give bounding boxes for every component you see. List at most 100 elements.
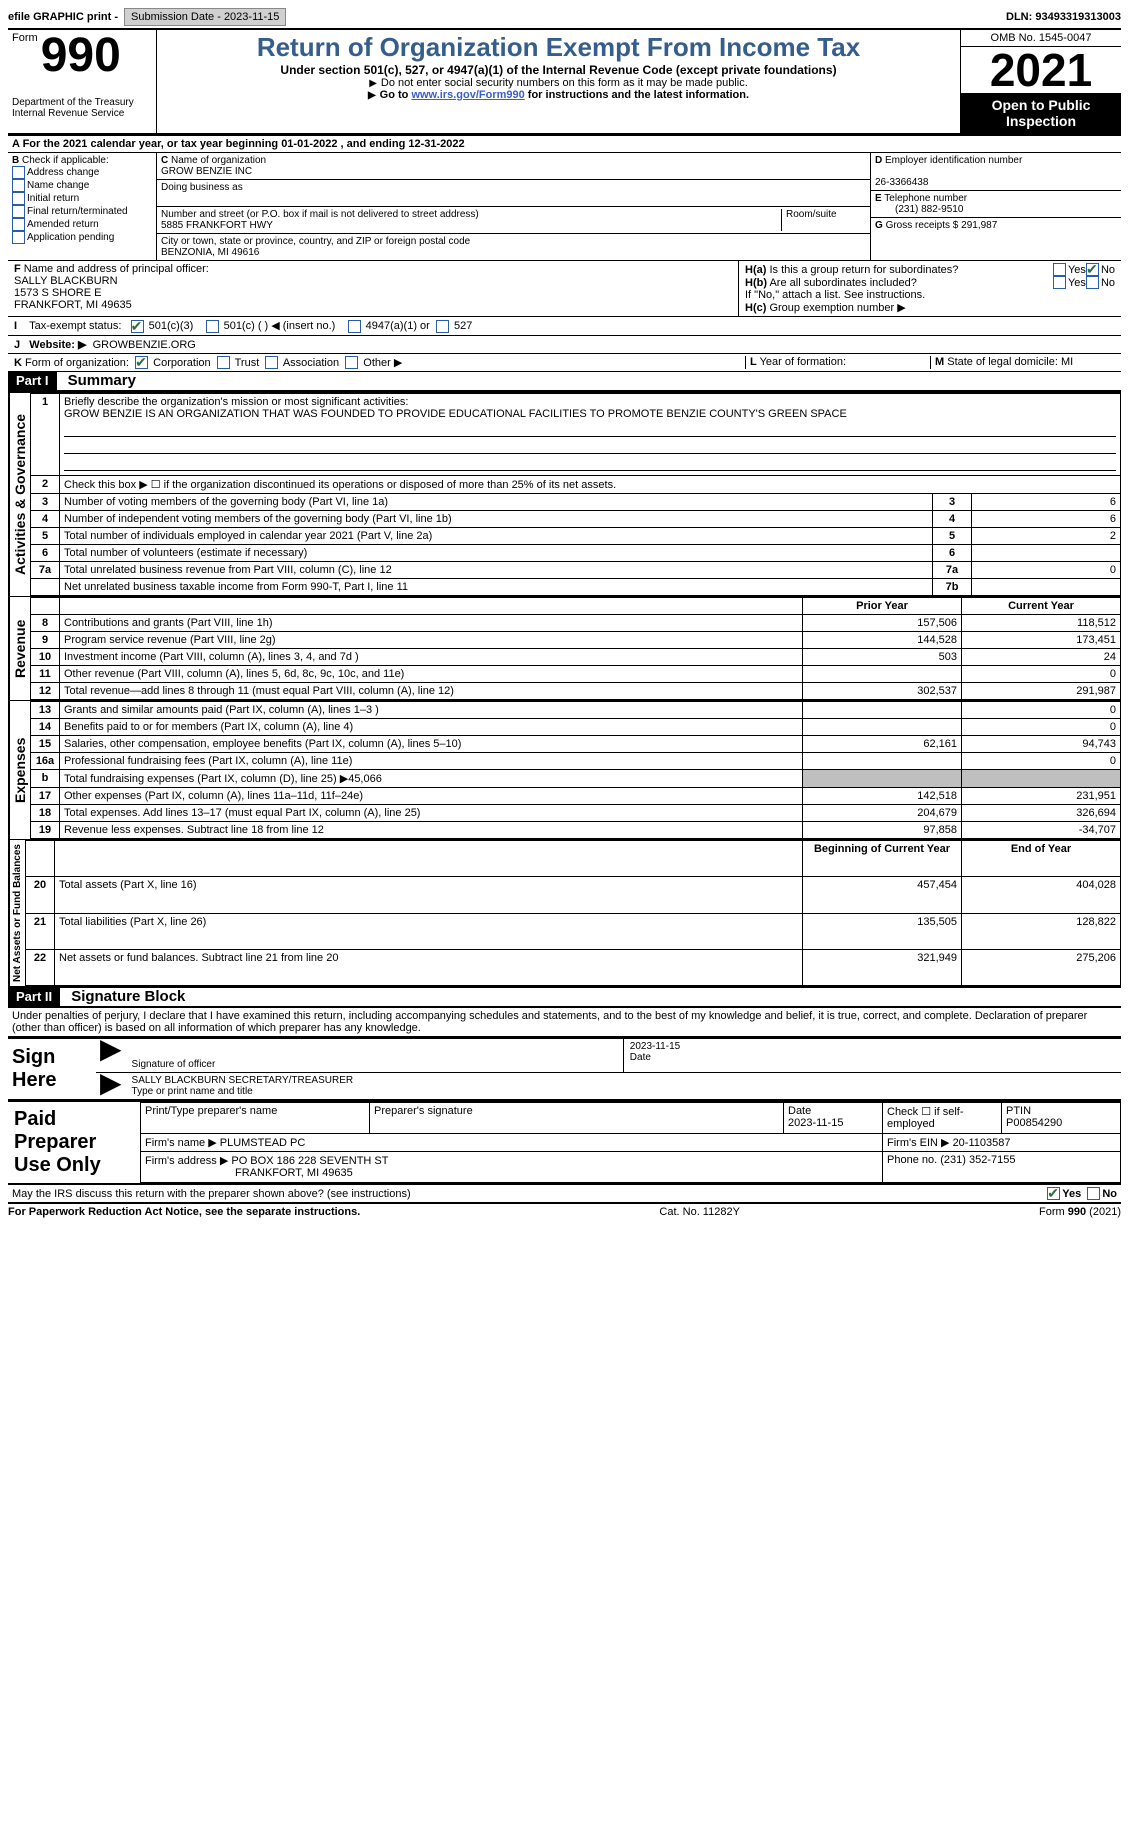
line13-current: 0 [962, 702, 1121, 719]
cb-ha-yes[interactable] [1053, 263, 1066, 276]
phone-label: Telephone number [884, 193, 967, 204]
ha-label: Is this a group return for subordinates? [769, 264, 958, 276]
cb-527[interactable] [436, 320, 449, 333]
opt-name-change: Name change [27, 180, 89, 191]
line20-text: Total assets (Part X, line 16) [55, 877, 803, 913]
line14-text: Benefits paid to or for members (Part IX… [60, 719, 803, 736]
line9-text: Program service revenue (Part VIII, line… [60, 632, 803, 649]
prep-name-label: Print/Type preparer's name [141, 1103, 370, 1134]
cb-ha-no[interactable] [1086, 263, 1099, 276]
line11-current: 0 [962, 666, 1121, 683]
line8-current: 118,512 [962, 615, 1121, 632]
side-expenses: Expenses [8, 701, 30, 839]
cb-501c3[interactable] [131, 320, 144, 333]
box-klm: K Form of organization: Corporation Trus… [8, 354, 1121, 373]
line13-prior [803, 702, 962, 719]
col-end: End of Year [962, 841, 1121, 877]
line22-text: Net assets or fund balances. Subtract li… [55, 949, 803, 985]
line7b-text: Net unrelated business taxable income fr… [60, 579, 933, 596]
footer-row: For Paperwork Reduction Act Notice, see … [8, 1204, 1121, 1218]
line7a-text: Total unrelated business revenue from Pa… [60, 562, 933, 579]
line14-current: 0 [962, 719, 1121, 736]
line16a-current: 0 [962, 753, 1121, 770]
line21-end: 128,822 [962, 913, 1121, 949]
perjury-text: Under penalties of perjury, I declare th… [8, 1008, 1121, 1036]
submission-date-button[interactable]: Submission Date - 2023-11-15 [124, 8, 286, 26]
line17-text: Other expenses (Part IX, column (A), lin… [60, 788, 803, 805]
cb-discuss-yes[interactable] [1047, 1187, 1060, 1200]
part1-header: Part I Summary [8, 371, 1121, 392]
line19-prior: 97,858 [803, 822, 962, 839]
officer-addr1: 1573 S SHORE E [14, 287, 101, 299]
firm-phone: (231) 352-7155 [940, 1154, 1015, 1166]
cb-hb-yes[interactable] [1053, 276, 1066, 289]
gross-label: Gross receipts $ [886, 220, 959, 231]
gross-value: 291,987 [961, 220, 997, 231]
cb-association[interactable] [265, 356, 278, 369]
line15-text: Salaries, other compensation, employee b… [60, 736, 803, 753]
firm-name-label: Firm's name ▶ [145, 1137, 217, 1149]
cb-name-change[interactable] [12, 179, 25, 192]
summary-governance: Activities & Governance 1 Briefly descri… [8, 392, 1121, 596]
opt-address-change: Address change [27, 167, 99, 178]
line10-current: 24 [962, 649, 1121, 666]
cb-501c[interactable] [206, 320, 219, 333]
line5-text: Total number of individuals employed in … [60, 528, 933, 545]
line9-prior: 144,528 [803, 632, 962, 649]
irs-link[interactable]: www.irs.gov/Form990 [411, 89, 524, 101]
sig-type-label: Type or print name and title [132, 1086, 253, 1097]
preparer-block: Paid Preparer Use Only Print/Type prepar… [8, 1102, 1121, 1185]
irs-label: Internal Revenue Service [12, 108, 152, 119]
officer-name: SALLY BLACKBURN [14, 275, 118, 287]
cb-address-change[interactable] [12, 166, 25, 179]
prep-date-val: 2023-11-15 [788, 1117, 843, 1129]
line13-text: Grants and similar amounts paid (Part IX… [60, 702, 803, 719]
line9-current: 173,451 [962, 632, 1121, 649]
line15-prior: 62,161 [803, 736, 962, 753]
line6-val [972, 545, 1121, 562]
line21-text: Total liabilities (Part X, line 26) [55, 913, 803, 949]
i-label: Tax-exempt status: [29, 320, 121, 332]
line21-begin: 135,505 [803, 913, 962, 949]
cb-corporation[interactable] [135, 356, 148, 369]
org-city: BENZONIA, MI 49616 [161, 247, 259, 258]
firm-ein-label: Firm's EIN ▶ [887, 1137, 950, 1149]
form-number: 990 [41, 29, 121, 82]
line11-text: Other revenue (Part VIII, column (A), li… [60, 666, 803, 683]
officer-row: F Name and address of principal officer:… [8, 261, 1121, 317]
line16a-prior [803, 753, 962, 770]
cb-amended[interactable] [12, 218, 25, 231]
sig-date-value: 2023-11-15 [630, 1041, 680, 1052]
line7b-val [972, 579, 1121, 596]
box-i: I Tax-exempt status: 501(c)(3) 501(c) ( … [8, 317, 1121, 336]
sign-here-label: Sign Here [8, 1039, 96, 1099]
opt-corp: Corporation [153, 357, 210, 369]
officer-addr2: FRANKFORT, MI 49635 [14, 299, 132, 311]
cb-discuss-no[interactable] [1087, 1187, 1100, 1200]
opt-amended: Amended return [27, 219, 99, 230]
line15-current: 94,743 [962, 736, 1121, 753]
note-goto-b: for instructions and the latest informat… [525, 89, 749, 101]
line1-label: Briefly describe the organization's miss… [64, 396, 408, 408]
cb-initial-return[interactable] [12, 192, 25, 205]
cb-trust[interactable] [217, 356, 230, 369]
cb-final-return[interactable] [12, 205, 25, 218]
officer-label: Name and address of principal officer: [24, 263, 209, 275]
cb-other[interactable] [345, 356, 358, 369]
cb-4947[interactable] [348, 320, 361, 333]
row-a: A For the 2021 calendar year, or tax yea… [8, 136, 1121, 153]
side-netassets: Net Assets or Fund Balances [8, 840, 25, 986]
line12-text: Total revenue—add lines 8 through 11 (mu… [60, 683, 803, 700]
form-word: Form [12, 32, 38, 44]
cb-hb-no[interactable] [1086, 276, 1099, 289]
line18-current: 326,694 [962, 805, 1121, 822]
line11-prior [803, 666, 962, 683]
note-ssn: Do not enter social security numbers on … [163, 77, 954, 89]
irs-discuss-text: May the IRS discuss this return with the… [12, 1188, 1047, 1200]
box-c: C Name of organizationGROW BENZIE INC Do… [157, 153, 871, 260]
cb-application-pending[interactable] [12, 231, 25, 244]
sig-arrow2-icon: ▶ [96, 1073, 126, 1099]
line2-text: Check this box ▶ ☐ if the organization d… [60, 476, 1121, 494]
footer-cat: Cat. No. 11282Y [659, 1206, 740, 1218]
line22-begin: 321,949 [803, 949, 962, 985]
